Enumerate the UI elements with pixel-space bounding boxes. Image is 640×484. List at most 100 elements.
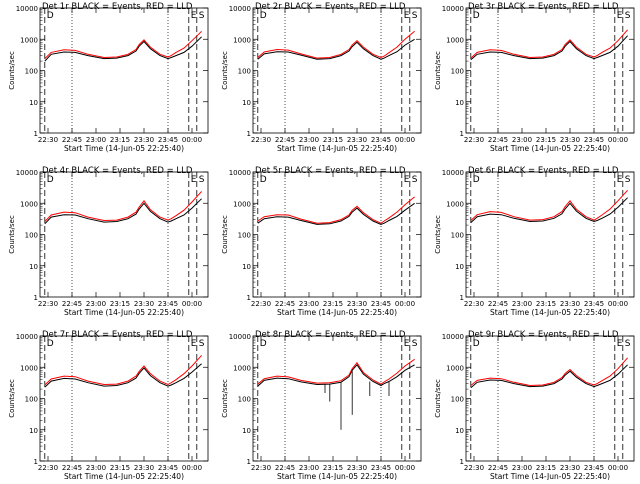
x-tick-label: 23:45 [584,300,604,308]
x-tick-label: 22:30 [464,136,484,144]
plot-frame [39,7,209,134]
marker-label: S [199,11,205,21]
y-tick-label: 100 [238,232,251,240]
x-tick-label: 22:45 [275,300,295,308]
x-tick-label: 00:00 [608,136,628,144]
x-tick-label: 23:00 [86,300,106,308]
series-line-events [44,36,202,62]
x-tick-label: 22:30 [251,136,271,144]
series-line-events [44,198,202,225]
y-tick-label: 1 [460,458,464,466]
y-tick-label: 1 [34,458,38,466]
series-line-events [257,202,415,225]
marker-label: E [617,175,623,185]
plot-frame [252,7,422,134]
y-tick-label: 10000 [16,333,38,341]
y-tick-label: 10000 [229,169,251,177]
plot-frame [252,335,422,462]
x-axis-label: Start Time (14-Jun-05 22:25:40) [490,308,610,317]
x-tick-label: 23:30 [347,464,367,472]
marker-label: S [412,175,418,185]
x-tick-label: 22:30 [38,300,58,308]
x-tick-label: 23:00 [512,300,532,308]
series-line-events [257,38,415,60]
x-axis-label: Start Time (14-Jun-05 22:25:40) [490,472,610,480]
chart-title: Det 6r BLACK = Events, RED = LLD [468,166,619,176]
x-tick-label: 23:00 [512,464,532,472]
y-tick-label: 1000 [233,200,251,208]
y-tick-label: 1 [247,294,251,302]
x-tick-label: 23:00 [299,300,319,308]
x-tick-label: 23:00 [86,464,106,472]
y-tick-label: 1 [460,130,464,138]
x-tick-label: 23:45 [584,136,604,144]
marker-label: D [260,175,267,185]
marker-label: E [191,11,197,21]
y-tick-label: 1000 [446,200,464,208]
y-tick-label: 10000 [442,5,464,13]
x-tick-label: 22:30 [38,136,58,144]
chart-panel-7: Det 7r BLACK = Events, RED = LLD 1 10 100 10… [8,330,209,481]
x-tick-label: 00:00 [182,136,202,144]
chart-panel-9: Det 9r BLACK = Events, RED = LLD 1 10 100 10… [434,330,635,481]
chart-title: Det 5r BLACK = Events, RED = LLD [255,166,406,176]
chart-panel-5: Det 5r BLACK = Events, RED = LLD 1 10 100 10… [221,166,422,317]
chart-title: Det 9r BLACK = Events, RED = LLD [468,330,619,340]
plot-frame [39,171,209,298]
plot-frame [465,7,635,134]
x-tick-label: 22:45 [62,300,82,308]
marker-label: E [404,11,410,21]
x-tick-label: 23:30 [347,300,367,308]
x-tick-label: 23:15 [110,300,130,308]
y-tick-label: 1000 [233,36,251,44]
chart-panel-6: Det 6r BLACK = Events, RED = LLD 1 10 100 10… [434,166,635,317]
chart-title: Det 4r BLACK = Events, RED = LLD [42,166,193,176]
y-axis-label: Counts/sec [434,215,442,254]
y-tick-label: 10000 [229,333,251,341]
x-axis-label: Start Time (14-Jun-05 22:25:40) [64,472,184,480]
x-tick-label: 23:30 [347,136,367,144]
series-line-events [470,197,628,223]
series-line-lld [470,357,628,387]
marker-label: E [617,339,623,349]
y-tick-label: 1000 [20,200,38,208]
series-line-lld [44,355,202,386]
y-axis-label: Counts/sec [434,379,442,418]
y-axis-label: Counts/sec [8,379,16,418]
chart-panel-3: Det 3r BLACK = Events, RED = LLD 1 10 100 10… [434,2,635,153]
x-tick-label: 23:00 [299,136,319,144]
marker-label: D [47,175,54,185]
marker-label: S [412,339,418,349]
marker-label: D [473,175,480,185]
x-tick-label: 23:45 [371,136,391,144]
x-tick-label: 22:45 [62,464,82,472]
marker-label: E [191,175,197,185]
y-tick-label: 100 [451,396,464,404]
x-tick-label: 23:30 [134,300,154,308]
y-tick-label: 1000 [446,36,464,44]
marker-label: D [47,339,54,349]
plot-frame [39,335,209,462]
x-tick-label: 23:30 [560,300,580,308]
y-axis-label: Counts/sec [221,215,229,254]
series-line-events [44,363,202,388]
x-tick-label: 00:00 [395,464,415,472]
y-axis-label: Counts/sec [221,379,229,418]
y-tick-label: 10 [242,99,251,107]
x-tick-label: 23:15 [323,136,343,144]
plot-frame [465,335,635,462]
y-tick-label: 1000 [20,36,38,44]
series-line-lld [470,189,628,221]
x-tick-label: 23:30 [560,136,580,144]
y-tick-label: 10 [29,99,38,107]
x-tick-label: 23:15 [536,300,556,308]
x-tick-label: 22:45 [488,464,508,472]
marker-label: D [47,11,54,21]
x-tick-label: 23:15 [536,136,556,144]
x-tick-label: 23:45 [158,136,178,144]
x-axis-label: Start Time (14-Jun-05 22:25:40) [64,144,184,153]
y-tick-label: 1 [247,458,251,466]
marker-label: S [625,11,631,21]
marker-label: D [473,11,480,21]
x-tick-label: 23:45 [158,464,178,472]
